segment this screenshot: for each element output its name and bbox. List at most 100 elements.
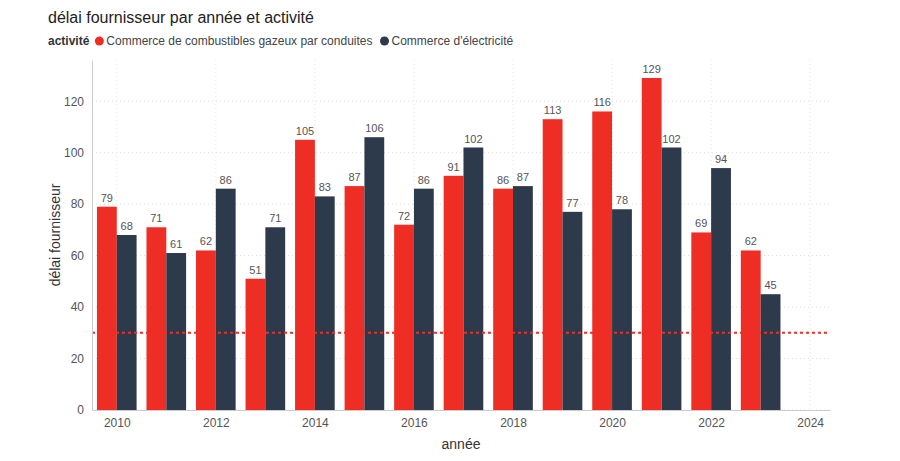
- data-label: 91: [447, 161, 459, 173]
- y-tick-label: 120: [64, 95, 84, 109]
- y-tick: 40: [71, 300, 92, 314]
- data-label: 71: [269, 212, 281, 224]
- bar: [662, 148, 682, 411]
- x-tick: 2012: [203, 410, 230, 430]
- y-tick-label: 40: [71, 300, 85, 314]
- grid-line-y: [92, 101, 830, 102]
- data-label: 102: [662, 133, 680, 145]
- y-tick: 20: [71, 352, 92, 366]
- data-label: 71: [150, 212, 162, 224]
- data-label: 113: [544, 104, 562, 116]
- legend-title: activité: [48, 34, 90, 48]
- bar: [444, 176, 464, 410]
- data-label: 72: [398, 210, 410, 222]
- legend-marker: [95, 37, 104, 46]
- bar: [612, 209, 632, 410]
- bar: [394, 225, 414, 410]
- legend-marker: [380, 37, 389, 46]
- x-tick-label: 2018: [500, 416, 527, 430]
- data-label: 79: [101, 192, 113, 204]
- bar: [345, 186, 365, 410]
- reference-line: [92, 332, 830, 334]
- data-label: 116: [593, 96, 611, 108]
- bar: [196, 250, 216, 410]
- x-tick: 2014: [302, 410, 329, 430]
- data-label: 61: [170, 238, 182, 250]
- bar: [315, 196, 335, 410]
- y-axis-title: délai fournisseur: [47, 183, 63, 286]
- x-tick: 2016: [401, 410, 428, 430]
- x-tick-label: 2010: [104, 416, 131, 430]
- data-label: 86: [418, 174, 430, 186]
- data-label: 77: [566, 197, 578, 209]
- bar: [295, 140, 315, 410]
- data-label: 83: [319, 181, 331, 193]
- title: délai fournisseur par année et activité: [48, 9, 314, 26]
- bar: [563, 212, 583, 410]
- bar: [493, 189, 513, 410]
- x-tick-label: 2016: [401, 416, 428, 430]
- x-tick: 2024: [797, 410, 824, 430]
- bar: [97, 207, 117, 410]
- data-label: 87: [517, 171, 529, 183]
- bar: [117, 235, 137, 410]
- bar: [711, 168, 731, 410]
- data-label: 106: [365, 122, 383, 134]
- legend-entry: Commerce d'électricité: [392, 34, 514, 48]
- legend: activitéCommerce de combustibles gazeux …: [48, 34, 513, 48]
- data-label: 68: [121, 220, 133, 232]
- x-tick-label: 2012: [203, 416, 230, 430]
- x-tick-label: 2020: [599, 416, 626, 430]
- y-tick: 0: [77, 403, 92, 417]
- y-tick: 100: [64, 146, 92, 160]
- x-axis-title: année: [442, 436, 481, 452]
- bar: [691, 232, 711, 410]
- bar: [741, 250, 761, 410]
- bar: [592, 111, 612, 410]
- x-axis: 2010 2012 2014 2016 2018 2020 2022 2024: [93, 410, 831, 430]
- y-tick-label: 20: [71, 352, 85, 366]
- data-label: 105: [296, 125, 314, 137]
- x-tick-label: 2022: [698, 416, 725, 430]
- plot: [92, 78, 830, 410]
- bar: [265, 227, 285, 410]
- data-label: 102: [464, 133, 482, 145]
- data-label: 45: [764, 279, 776, 291]
- data-label: 69: [695, 217, 707, 229]
- bar: [513, 186, 533, 410]
- data-label: 78: [616, 194, 628, 206]
- y-axis: 0 20 40 60 80 100 120: [64, 61, 93, 418]
- grid-line-x: [810, 60, 811, 410]
- x-tick: 2022: [698, 410, 725, 430]
- y-tick: 120: [64, 95, 92, 109]
- grid: [92, 60, 830, 410]
- y-tick-label: 60: [71, 249, 85, 263]
- bar: [146, 227, 166, 410]
- x-tick: 2018: [500, 410, 527, 430]
- x-tick: 2020: [599, 410, 626, 430]
- data-label: 86: [497, 174, 509, 186]
- data-label: 62: [200, 235, 212, 247]
- y-tick-label: 80: [71, 197, 85, 211]
- bar: [761, 294, 781, 410]
- y-tick: 60: [71, 249, 92, 263]
- x-axis-line: [93, 410, 831, 411]
- y-tick: 80: [71, 197, 92, 211]
- bar: [166, 253, 186, 410]
- x-tick-label: 2024: [797, 416, 824, 430]
- y-tick-label: 0: [77, 403, 84, 417]
- bar: [642, 78, 662, 410]
- y-tick-label: 100: [64, 146, 84, 160]
- x-tick-label: 2014: [302, 416, 329, 430]
- bar: [543, 119, 563, 410]
- data-label: 94: [715, 153, 727, 165]
- data-label: 51: [249, 264, 261, 276]
- data-label: 86: [220, 174, 232, 186]
- data-label: 87: [348, 171, 360, 183]
- bar: [414, 189, 434, 410]
- x-tick: 2010: [104, 410, 131, 430]
- data-label: 62: [745, 235, 757, 247]
- bar: [364, 137, 384, 410]
- chart: délai fournisseur par année et activité a…: [0, 0, 900, 461]
- bar: [463, 148, 483, 411]
